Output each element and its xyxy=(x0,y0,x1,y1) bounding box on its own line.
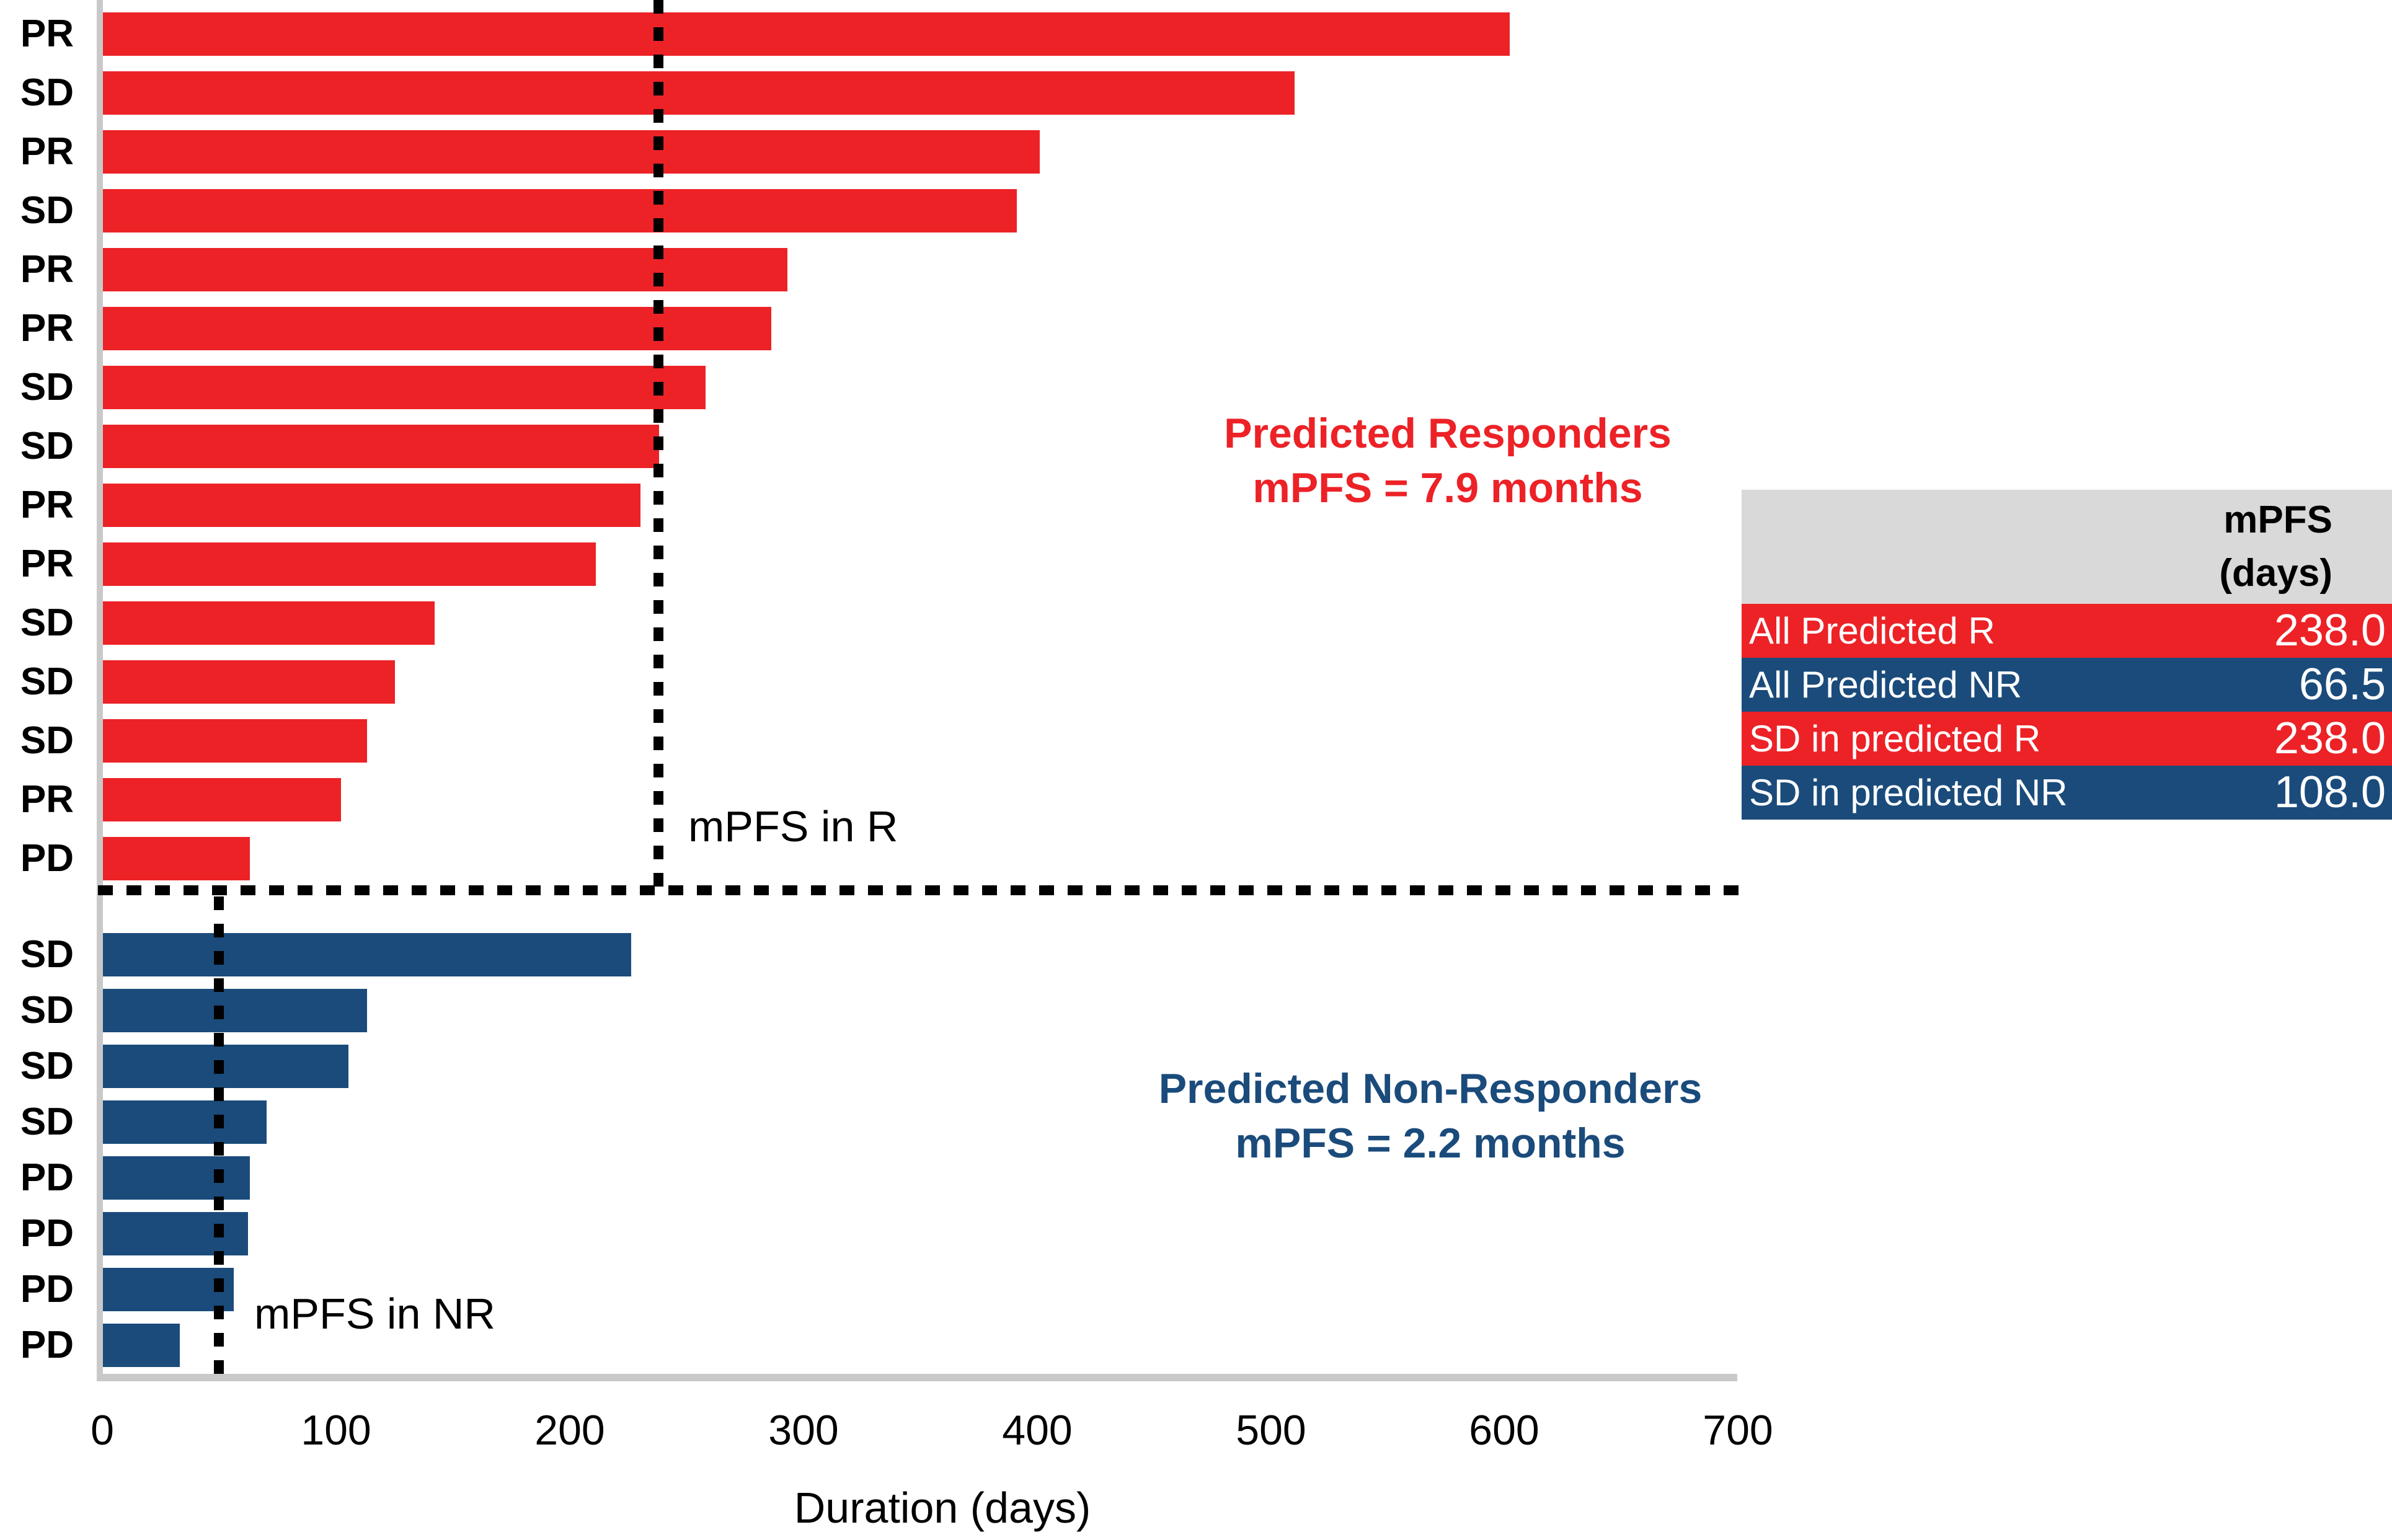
bar xyxy=(103,778,341,821)
row-label: SD xyxy=(20,719,74,762)
bar xyxy=(103,12,1510,56)
x-tick-label: 400 xyxy=(1002,1407,1073,1454)
group-annotation: Predicted Responders mPFS = 7.9 months xyxy=(1138,406,1758,515)
row-label: SD xyxy=(20,660,74,703)
table-row-label: All Predicted R xyxy=(1749,610,1995,652)
row-label: PR xyxy=(20,542,74,585)
annotation-line: mPFS = 2.2 months xyxy=(1235,1120,1626,1167)
bar xyxy=(103,71,1295,115)
bar xyxy=(103,307,771,350)
x-tick-label: 700 xyxy=(1703,1407,1773,1454)
x-tick-label: 0 xyxy=(91,1407,114,1454)
bar xyxy=(103,542,596,586)
x-tick-label: 100 xyxy=(301,1407,371,1454)
bar xyxy=(103,1156,250,1200)
table-row: All Predicted NR 66.5 xyxy=(1742,658,2392,712)
median-line-label: mPFS in NR xyxy=(254,1290,495,1338)
bar xyxy=(103,248,787,291)
row-label: SD xyxy=(20,366,74,409)
table-header-line: mPFS xyxy=(2223,498,2332,541)
row-label: PR xyxy=(20,12,74,55)
group-annotation: Predicted Non-Responders mPFS = 2.2 month… xyxy=(1120,1061,1740,1170)
group-separator-line xyxy=(98,885,1747,895)
row-label: SD xyxy=(20,425,74,467)
x-axis-line xyxy=(97,1374,1737,1381)
bar xyxy=(103,1324,180,1367)
row-label: PR xyxy=(20,484,74,526)
annotation-line: mPFS = 7.9 months xyxy=(1252,464,1643,511)
row-label: SD xyxy=(20,71,74,114)
row-label: PR xyxy=(20,307,74,350)
table-row-label: SD in predicted NR xyxy=(1749,772,2068,813)
table-row: All Predicted R 238.0 xyxy=(1742,604,2392,658)
row-label: SD xyxy=(20,933,74,976)
row-label: PR xyxy=(20,778,74,821)
row-label: SD xyxy=(20,189,74,232)
table-row-value: 238.0 xyxy=(2274,714,2386,763)
bar xyxy=(103,933,631,976)
bar xyxy=(103,1100,267,1144)
x-axis-title: Duration (days) xyxy=(794,1484,1091,1532)
median-line-responders xyxy=(653,0,663,890)
x-tick-label: 200 xyxy=(534,1407,605,1454)
bar xyxy=(103,601,435,645)
row-label: PD xyxy=(20,1324,74,1366)
table-row-value: 108.0 xyxy=(2274,768,2386,817)
bar xyxy=(103,1212,248,1255)
row-label: SD xyxy=(20,1045,74,1087)
row-label: SD xyxy=(20,989,74,1032)
bar xyxy=(103,425,659,468)
table-row-label: All Predicted NR xyxy=(1749,664,2022,706)
row-label: SD xyxy=(20,601,74,644)
table-header-line: (days) xyxy=(2219,552,2332,595)
bar xyxy=(103,1045,348,1088)
row-label: PR xyxy=(20,130,74,173)
x-tick-label: 300 xyxy=(768,1407,839,1454)
bar xyxy=(103,660,395,704)
annotation-line: Predicted Non-Responders xyxy=(1158,1065,1703,1112)
bar xyxy=(103,130,1040,174)
bar xyxy=(103,366,706,409)
row-label: PD xyxy=(20,1212,74,1255)
bar xyxy=(103,484,640,527)
table-row-label: SD in predicted R xyxy=(1749,718,2041,759)
x-tick-label: 600 xyxy=(1469,1407,1539,1454)
row-label: PD xyxy=(20,1268,74,1311)
row-label: PD xyxy=(20,837,74,880)
table-row: SD in predicted NR 108.0 xyxy=(1742,766,2392,820)
median-line-non-responders xyxy=(214,896,224,1374)
row-label: PD xyxy=(20,1156,74,1199)
median-line-label: mPFS in R xyxy=(688,802,898,851)
table-row: SD in predicted R 238.0 xyxy=(1742,712,2392,766)
table-row-value: 66.5 xyxy=(2298,660,2386,709)
bar xyxy=(103,189,1017,232)
table-header: mPFS (days) xyxy=(1742,490,2392,604)
annotation-line: Predicted Responders xyxy=(1224,410,1672,457)
bar xyxy=(103,837,250,880)
bar xyxy=(103,1268,234,1311)
row-label: PR xyxy=(20,248,74,291)
bar xyxy=(103,989,367,1032)
table-row-value: 238.0 xyxy=(2274,606,2386,655)
y-axis-line xyxy=(97,0,103,1381)
bar xyxy=(103,719,367,763)
x-tick-label: 500 xyxy=(1236,1407,1306,1454)
row-label: SD xyxy=(20,1100,74,1143)
